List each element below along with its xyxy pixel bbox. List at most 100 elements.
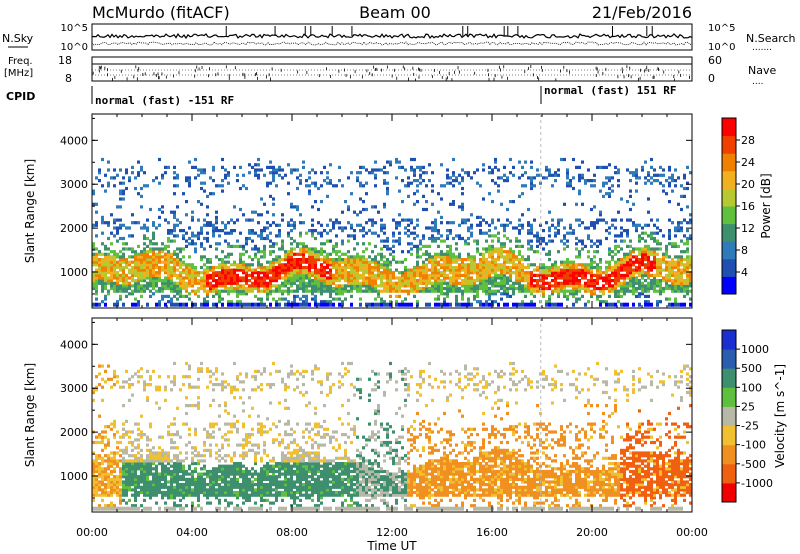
heatmap-cell (461, 292, 464, 296)
heatmap-cell (653, 276, 656, 280)
heatmap-cell (137, 255, 140, 259)
heatmap-cell (146, 236, 149, 241)
heatmap-cell (323, 179, 326, 183)
heatmap-cell (476, 168, 479, 172)
heatmap-cell (146, 483, 149, 487)
heatmap-cell (467, 265, 470, 270)
heatmap-cell (143, 469, 146, 474)
heatmap-cell (314, 252, 317, 256)
heatmap-cell (653, 236, 656, 241)
heatmap-cell (215, 215, 218, 219)
heatmap-cell (494, 273, 497, 277)
heatmap-cell (146, 263, 149, 267)
heatmap-cell (116, 490, 119, 495)
heatmap-cell (620, 281, 623, 285)
heatmap-cell (467, 276, 470, 280)
heatmap-cell (176, 281, 179, 285)
heatmap-cell (329, 294, 332, 298)
heatmap-cell (491, 239, 494, 243)
heatmap-cell (206, 273, 209, 277)
heatmap-cell (380, 226, 383, 230)
heatmap-cell (404, 276, 407, 280)
heatmap-cell (644, 244, 647, 248)
heatmap-cell (92, 467, 95, 471)
heatmap-cell (233, 268, 236, 272)
heatmap-cell (254, 284, 257, 288)
heatmap-cell (419, 168, 422, 172)
heatmap-cell (326, 223, 329, 227)
heatmap-cell (620, 231, 623, 235)
heatmap-cell (272, 202, 275, 206)
heatmap-cell (644, 181, 647, 185)
heatmap-cell (146, 475, 149, 479)
cpid-strip (91, 86, 542, 104)
heatmap-cell (164, 467, 167, 471)
heatmap-cell (479, 284, 482, 288)
heatmap-cell (320, 250, 323, 254)
heatmap-cell (215, 218, 218, 222)
heatmap-cell (203, 247, 206, 251)
heatmap-cell (683, 289, 686, 293)
heatmap-cell (146, 268, 149, 272)
heatmap-cell (104, 276, 107, 280)
heatmap-cell (287, 271, 290, 275)
heatmap-cell (140, 250, 143, 254)
heatmap-cell (563, 289, 566, 293)
heatmap-cell (113, 252, 116, 256)
heatmap-cell (107, 247, 110, 251)
heatmap-cell (278, 231, 281, 235)
heatmap-cell (293, 300, 296, 304)
heatmap-cell (134, 284, 137, 288)
heatmap-cell (620, 276, 623, 280)
heatmap-cell (620, 302, 623, 307)
heatmap-cell (155, 467, 158, 471)
heatmap-cell (485, 286, 488, 291)
heatmap-cell (452, 276, 455, 280)
heatmap-cell (101, 157, 104, 162)
heatmap-cell (518, 271, 521, 275)
heatmap-cell (242, 173, 245, 177)
heatmap-cell (470, 258, 473, 262)
heatmap-cell (269, 260, 272, 264)
heatmap-cell (569, 276, 572, 280)
heatmap-cell (470, 255, 473, 259)
heatmap-cell (125, 171, 128, 175)
heatmap-cell (392, 271, 395, 275)
heatmap-cell (134, 506, 137, 511)
heatmap-cell (374, 221, 377, 225)
heatmap-cell (173, 490, 176, 495)
heatmap-cell (686, 186, 689, 191)
heatmap-cell (191, 284, 194, 288)
heatmap-cell (362, 265, 365, 270)
heatmap-cell (131, 383, 134, 387)
heatmap-cell (176, 286, 179, 291)
heatmap-cell (290, 202, 293, 206)
heatmap-cell (113, 480, 116, 484)
heatmap-cell (260, 265, 263, 270)
heatmap-cell (683, 186, 686, 191)
heatmap-cell (686, 273, 689, 277)
heatmap-cell (227, 286, 230, 291)
heatmap-cell (200, 276, 203, 280)
heatmap-cell (209, 260, 212, 264)
heatmap-cell (266, 284, 269, 288)
heatmap-cell (137, 273, 140, 277)
heatmap-cell (623, 281, 626, 285)
heatmap-cell (488, 260, 491, 264)
heatmap-cell (332, 263, 335, 267)
heatmap-cell (653, 284, 656, 288)
heatmap-cell (230, 252, 233, 256)
heatmap-cell (515, 255, 518, 259)
heatmap-cell (137, 265, 140, 270)
heatmap-cell (437, 255, 440, 259)
heatmap-cell (260, 276, 263, 280)
heatmap-cell (419, 165, 422, 169)
heatmap-cell (266, 181, 269, 185)
heatmap-cell (671, 260, 674, 264)
heatmap-cell (185, 200, 188, 204)
heatmap-cell (140, 286, 143, 291)
heatmap-cell (500, 284, 503, 288)
heatmap-cell (425, 258, 428, 262)
heatmap-cell (152, 456, 155, 460)
heatmap-cell (164, 459, 167, 463)
